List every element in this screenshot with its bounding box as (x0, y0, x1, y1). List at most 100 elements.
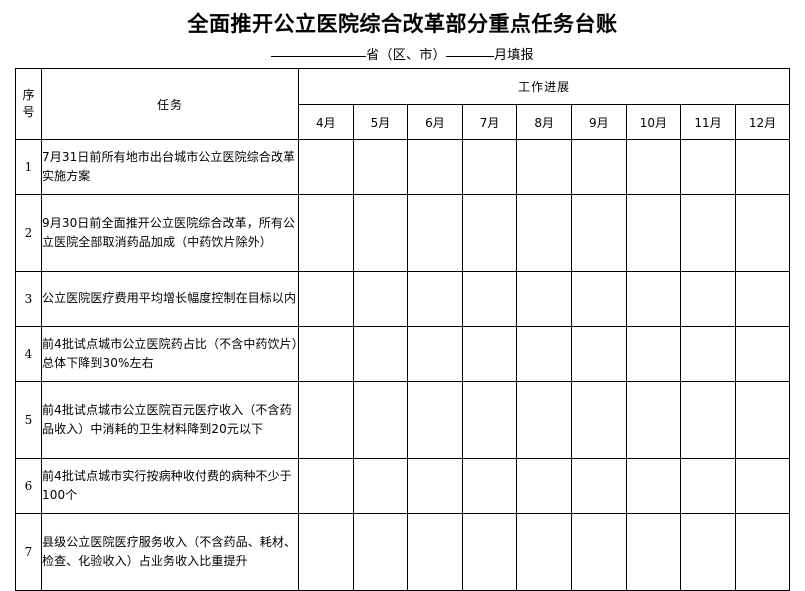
progress-cell-row1-month7[interactable] (461, 139, 518, 195)
progress-cell-row7-month8[interactable] (516, 513, 572, 591)
progress-cell-row3-month11[interactable] (680, 271, 736, 327)
header-sequence-char-1: 序 (22, 87, 35, 102)
progress-cell-row5-month10[interactable] (625, 381, 682, 459)
table-row: 2 9月30日前全面推开公立医院综合改革，所有公立医院全部取消药品加成（中药饮片除… (15, 194, 791, 272)
progress-cell-row4-month10[interactable] (625, 326, 682, 382)
month-blank-field[interactable] (445, 56, 494, 57)
header-month-11: 11月 (680, 104, 736, 140)
row-task-description: 9月30日前全面推开公立医院综合改革，所有公立医院全部取消药品加成（中药饮片除外… (41, 194, 299, 272)
progress-cell-row6-month5[interactable] (352, 458, 409, 514)
progress-cell-row3-month10[interactable] (625, 271, 682, 327)
progress-cell-row6-month11[interactable] (680, 458, 736, 514)
row-task-description: 前4批试点城市实行按病种收付费的病种不少于100个 (41, 458, 299, 514)
progress-cell-row5-month8[interactable] (516, 381, 572, 459)
progress-cell-row5-month7[interactable] (461, 381, 518, 459)
progress-cell-row2-month11[interactable] (680, 194, 736, 272)
progress-cell-row7-month9[interactable] (570, 513, 627, 591)
progress-cell-row2-month12[interactable] (734, 194, 791, 272)
report-subtitle: 省（区、市） 月填报 (0, 34, 805, 62)
row-sequence-number: 4 (15, 326, 42, 382)
progress-cell-row7-month4[interactable] (298, 513, 354, 591)
row-task-description: 7月31日前所有地市出台城市公立医院综合改革实施方案 (41, 139, 299, 195)
header-month-9: 9月 (570, 104, 627, 140)
table-row: 6 前4批试点城市实行按病种收付费的病种不少于100个 (15, 458, 791, 514)
progress-cell-row6-month12[interactable] (734, 458, 791, 514)
row-task-description: 公立医院医疗费用平均增长幅度控制在目标以内 (41, 271, 299, 327)
progress-cell-row4-month7[interactable] (461, 326, 518, 382)
progress-cell-row3-month9[interactable] (570, 271, 627, 327)
header-row-months: 4月 5月 6月 7月 8月 9月 10月 11月 12月 (16, 104, 791, 140)
row-sequence-number: 3 (15, 271, 42, 327)
province-blank-field[interactable] (271, 56, 367, 57)
progress-cell-row6-month10[interactable] (625, 458, 682, 514)
progress-cell-row4-month12[interactable] (734, 326, 791, 382)
row-sequence-number: 1 (15, 139, 42, 195)
table-row: 5 前4批试点城市公立医院百元医疗收入（不含药品收入）中消耗的卫生材料降到20元以… (15, 381, 791, 459)
progress-cell-row6-month4[interactable] (298, 458, 354, 514)
progress-cell-row7-month5[interactable] (352, 513, 409, 591)
ledger-table: 序 号 任务 工作进展 4月 5月 6月 7月 8月 9月 10月 11月 12月 1 7月31日… (15, 68, 791, 591)
progress-cell-row2-month6[interactable] (407, 194, 463, 272)
header-month-4: 4月 (298, 104, 354, 140)
header-month-12: 12月 (734, 104, 791, 140)
progress-cell-row2-month8[interactable] (516, 194, 572, 272)
progress-cell-row1-month11[interactable] (680, 139, 736, 195)
progress-cell-row1-month10[interactable] (625, 139, 682, 195)
progress-cell-row4-month9[interactable] (570, 326, 627, 382)
progress-cell-row2-month9[interactable] (570, 194, 627, 272)
table-row: 7 县级公立医院医疗服务收入（不含药品、耗材、检查、化验收入）占业务收入比重提升 (15, 513, 791, 591)
row-task-description: 前4批试点城市公立医院百元医疗收入（不含药品收入）中消耗的卫生材料降到20元以下 (41, 381, 299, 459)
progress-cell-row2-month10[interactable] (625, 194, 682, 272)
progress-cell-row6-month9[interactable] (570, 458, 627, 514)
row-sequence-number: 7 (15, 513, 42, 591)
header-sequence: 序 号 (15, 68, 42, 140)
progress-cell-row7-month12[interactable] (734, 513, 791, 591)
progress-cell-row5-month11[interactable] (680, 381, 736, 459)
header-month-5: 5月 (352, 104, 409, 140)
header-work-progress: 工作进展 (297, 68, 791, 105)
header-month-10: 10月 (625, 104, 682, 140)
header-month-7: 7月 (461, 104, 518, 140)
row-sequence-number: 2 (15, 194, 42, 272)
progress-cell-row1-month8[interactable] (516, 139, 572, 195)
progress-cell-row3-month8[interactable] (516, 271, 572, 327)
progress-cell-row5-month12[interactable] (734, 381, 791, 459)
header-sequence-char-2: 号 (22, 105, 35, 119)
progress-cell-row2-month5[interactable] (352, 194, 409, 272)
table-head: 序 号 任务 工作进展 4月 5月 6月 7月 8月 9月 10月 11月 12月 (15, 68, 791, 140)
progress-cell-row6-month6[interactable] (407, 458, 463, 514)
progress-cell-row7-month6[interactable] (407, 513, 463, 591)
progress-cell-row2-month4[interactable] (298, 194, 354, 272)
progress-cell-row1-month6[interactable] (407, 139, 463, 195)
progress-cell-row1-month9[interactable] (570, 139, 627, 195)
progress-cell-row3-month4[interactable] (298, 271, 354, 327)
header-month-6: 6月 (407, 104, 463, 140)
progress-cell-row7-month10[interactable] (625, 513, 682, 591)
progress-cell-row5-month5[interactable] (352, 381, 409, 459)
progress-cell-row1-month5[interactable] (352, 139, 409, 195)
progress-cell-row1-month12[interactable] (734, 139, 791, 195)
progress-cell-row3-month12[interactable] (734, 271, 791, 327)
progress-cell-row7-month11[interactable] (680, 513, 736, 591)
progress-cell-row3-month7[interactable] (461, 271, 518, 327)
progress-cell-row2-month7[interactable] (461, 194, 518, 272)
progress-cell-row4-month5[interactable] (352, 326, 409, 382)
progress-cell-row5-month6[interactable] (407, 381, 463, 459)
progress-cell-row5-month4[interactable] (298, 381, 354, 459)
progress-cell-row4-month8[interactable] (516, 326, 572, 382)
progress-cell-row7-month7[interactable] (461, 513, 518, 591)
progress-cell-row6-month8[interactable] (516, 458, 572, 514)
progress-cell-row4-month6[interactable] (407, 326, 463, 382)
document-page: 全面推开公立医院综合改革部分重点任务台账 省（区、市） 月填报 序 号 任务 工 (0, 11, 805, 591)
progress-cell-row6-month7[interactable] (461, 458, 518, 514)
row-task-description: 县级公立医院医疗服务收入（不含药品、耗材、检查、化验收入）占业务收入比重提升 (41, 513, 299, 591)
progress-cell-row3-month5[interactable] (352, 271, 409, 327)
progress-cell-row4-month4[interactable] (298, 326, 354, 382)
progress-cell-row4-month11[interactable] (680, 326, 736, 382)
ledger-table-wrapper: 序 号 任务 工作进展 4月 5月 6月 7月 8月 9月 10月 11月 12月 1 7月31日… (15, 68, 791, 591)
progress-cell-row5-month9[interactable] (570, 381, 627, 459)
page-title: 全面推开公立医院综合改革部分重点任务台账 (187, 11, 618, 36)
table-body: 1 7月31日前所有地市出台城市公立医院综合改革实施方案 2 9月30日前全面推开公立… (15, 139, 791, 591)
progress-cell-row3-month6[interactable] (407, 271, 463, 327)
progress-cell-row1-month4[interactable] (298, 139, 354, 195)
